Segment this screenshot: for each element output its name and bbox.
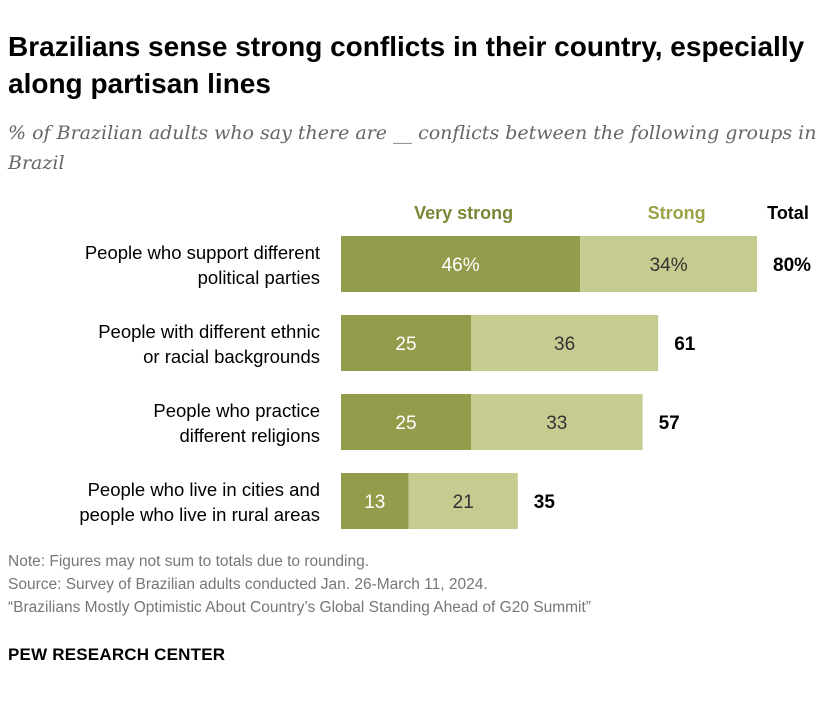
brand-logo-text: PEW RESEARCH CENTER (8, 645, 226, 664)
value-label-very-strong-0: 46% (442, 255, 480, 276)
chart-title: Brazilians sense strong conflicts in the… (8, 31, 805, 99)
value-label-very-strong-1: 25 (395, 334, 416, 355)
bar-strong-0 (580, 236, 757, 292)
total-label-0: 80% (773, 255, 811, 276)
value-label-very-strong-3: 13 (364, 492, 385, 513)
value-label-strong-3: 21 (453, 492, 474, 513)
bar-very-strong-3 (341, 473, 409, 529)
bar-very-strong-0 (341, 236, 581, 292)
bar-strong-3 (408, 473, 518, 529)
total-label-1: 61 (674, 334, 696, 355)
bar-very-strong-1 (341, 315, 471, 371)
chart-subtitle: % of Brazilian adults who say there are … (8, 122, 817, 174)
legend-total: Total (767, 203, 809, 223)
value-label-strong-0: 34% (650, 255, 688, 276)
note-source: Source: Survey of Brazilian adults condu… (8, 576, 488, 593)
category-label-0-line-0: People who support different (85, 242, 320, 263)
category-label-1-line-1: or racial backgrounds (143, 346, 320, 367)
bar-strong-1 (471, 315, 659, 371)
value-label-very-strong-2: 25 (395, 413, 416, 434)
category-label-2-line-0: People who practice (153, 400, 320, 421)
total-label-3: 35 (534, 492, 556, 513)
value-label-strong-1: 36 (554, 334, 575, 355)
value-label-strong-2: 33 (546, 413, 567, 434)
category-label-0-line-1: political parties (198, 267, 320, 288)
bar-very-strong-2 (341, 394, 471, 450)
legend-very-strong: Very strong (414, 203, 513, 223)
category-label-1-line-0: People with different ethnic (98, 321, 320, 342)
note-rounding: Note: Figures may not sum to totals due … (8, 553, 369, 570)
note-report-title: “Brazilians Mostly Optimistic About Coun… (8, 599, 591, 616)
category-label-3-line-0: People who live in cities and (88, 479, 320, 500)
bar-strong-2 (471, 394, 643, 450)
category-label-3-line-1: people who live in rural areas (79, 504, 320, 525)
total-label-2: 57 (659, 413, 680, 434)
notes: Note: Figures may not sum to totals due … (8, 550, 591, 619)
category-label-2-line-1: different religions (179, 425, 320, 446)
stacked-bar-chart: Very strong Strong Total People who support… (79, 203, 811, 529)
legend-strong: Strong (648, 203, 706, 223)
